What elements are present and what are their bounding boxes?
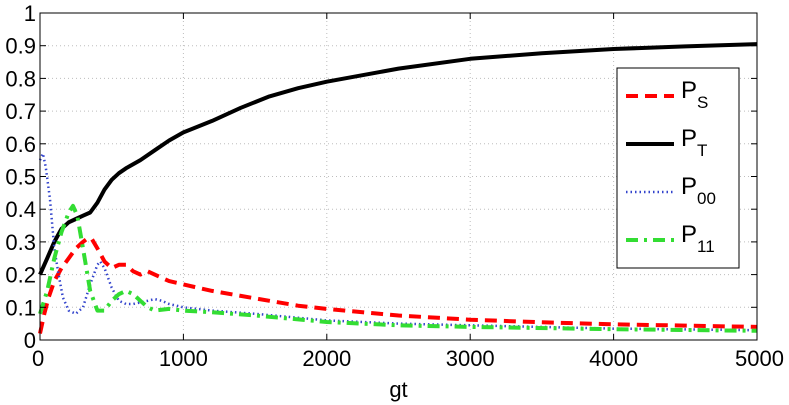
- series-line-p-11: [38, 203, 758, 333]
- legend-label-subscript: T: [697, 141, 707, 160]
- y-tick-label: 0.5: [5, 165, 36, 190]
- legend-box: [616, 67, 740, 269]
- x-tick-label: 5000: [735, 346, 784, 371]
- y-tick-label: 0.2: [5, 263, 36, 288]
- legend-label-main: P: [681, 125, 697, 152]
- y-tick-label: 0.3: [5, 230, 36, 255]
- series-line-p-t: [38, 42, 758, 276]
- y-tick-label: 0.1: [5, 295, 36, 320]
- legend-label-subscript: 00: [697, 189, 716, 208]
- y-tick-label: 1: [24, 1, 36, 26]
- x-tick-label: 4000: [589, 346, 638, 371]
- x-tick-label: 1000: [159, 346, 208, 371]
- y-tick-label: 0.9: [5, 34, 36, 59]
- x-tick-label: 3000: [446, 346, 495, 371]
- x-tick-label: 2000: [302, 346, 351, 371]
- legend-label-subscript: S: [697, 93, 708, 112]
- legend-label-subscript: 11: [697, 237, 715, 256]
- y-tick-label: 0: [24, 328, 36, 353]
- legend-label: P00: [681, 173, 716, 208]
- y-tick-label: 0.4: [5, 197, 36, 222]
- series-lines: [38, 42, 758, 334]
- legend-label: PT: [681, 125, 707, 160]
- x-axis-label: gt: [389, 377, 407, 402]
- series-line-p-s: [38, 236, 758, 334]
- legend-label-main: P: [681, 221, 697, 248]
- x-tick-label: 0: [32, 346, 44, 371]
- legend-label-main: P: [681, 77, 697, 104]
- legend-label: P11: [681, 221, 715, 256]
- y-tick-label: 0.6: [5, 132, 36, 157]
- y-tick-label: 0.8: [5, 66, 36, 91]
- y-tick-label: 0.7: [5, 99, 36, 124]
- legend-label: PS: [681, 77, 708, 112]
- legend-label-main: P: [681, 173, 697, 200]
- axis-ticks: 0 1000 2000 3000 4000 5000 0 0.1 0.2 0.3 0.4 0.5 0.6…: [5, 1, 784, 371]
